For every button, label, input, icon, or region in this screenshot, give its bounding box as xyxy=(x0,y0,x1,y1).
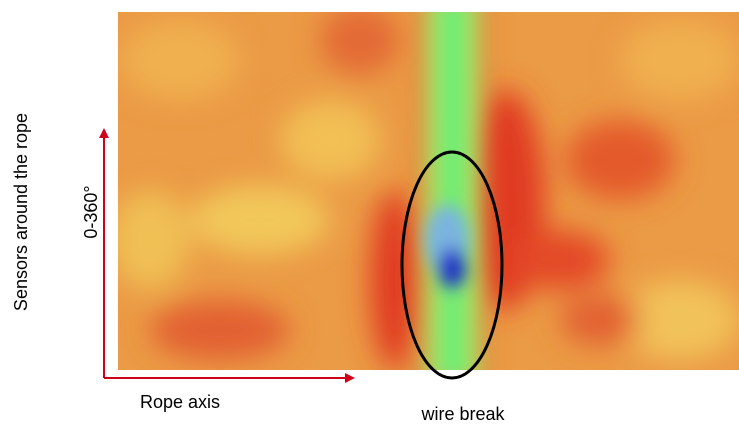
highlight-ellipse xyxy=(400,150,504,380)
y-axis-label: Sensors around the rope xyxy=(11,113,31,311)
y-range-label: 0-360° xyxy=(81,185,101,238)
heatmap xyxy=(118,12,739,370)
annotation: wire break xyxy=(420,404,505,424)
x-axis-label: Rope axis xyxy=(140,392,220,412)
